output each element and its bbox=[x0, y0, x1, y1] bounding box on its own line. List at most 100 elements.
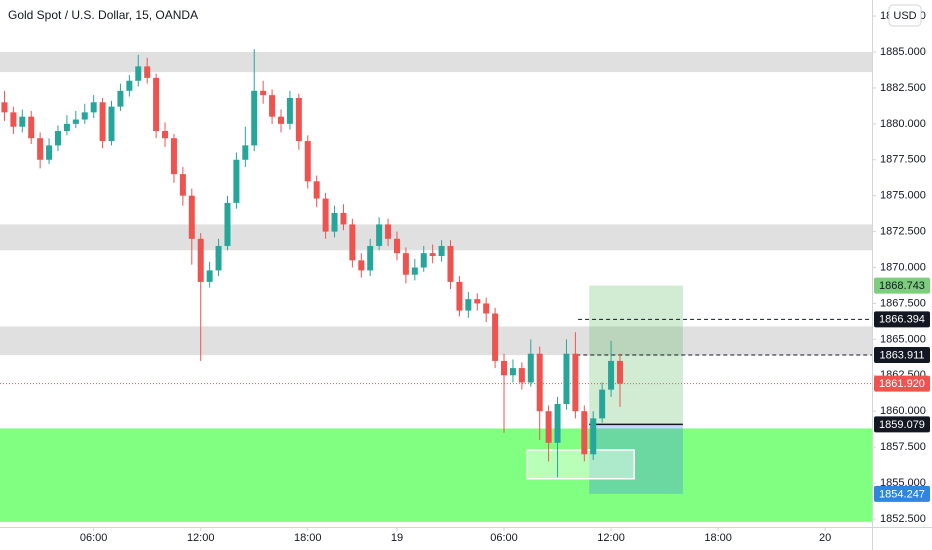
zone bbox=[0, 52, 872, 73]
candle-body bbox=[188, 195, 195, 239]
y-tick-label: 1867.500 bbox=[880, 297, 926, 309]
y-tick-label: 1857.500 bbox=[880, 441, 926, 453]
candle-body bbox=[46, 145, 53, 160]
candle-body bbox=[72, 119, 79, 124]
candle-body bbox=[465, 299, 472, 311]
y-tick-label: 1860.000 bbox=[880, 405, 926, 417]
candle-body bbox=[251, 90, 258, 146]
candle-body bbox=[376, 224, 383, 246]
price-label-box bbox=[874, 347, 930, 364]
candle-body bbox=[153, 77, 160, 132]
candle-body bbox=[536, 353, 543, 412]
y-tick-label: 1865.000 bbox=[880, 333, 926, 345]
x-tick-label: 06:00 bbox=[80, 532, 108, 544]
plot-area bbox=[0, 49, 872, 522]
candle-body bbox=[447, 245, 454, 282]
candle-body bbox=[385, 224, 392, 239]
price-label: 1863.911 bbox=[879, 349, 924, 361]
candle-body bbox=[474, 299, 481, 304]
candle-body bbox=[170, 138, 177, 175]
x-tick-label: 12:00 bbox=[597, 532, 625, 544]
candle-body bbox=[278, 116, 285, 124]
candle-body bbox=[117, 90, 124, 107]
candle-body bbox=[563, 353, 570, 405]
candle-body bbox=[358, 260, 365, 271]
candle-body bbox=[10, 112, 17, 127]
candle-body bbox=[224, 202, 231, 246]
y-tick-label: 1872.500 bbox=[880, 226, 926, 238]
candle-body bbox=[456, 281, 463, 311]
candle-body bbox=[295, 97, 302, 142]
candle-body bbox=[206, 270, 213, 282]
candle-body bbox=[393, 238, 400, 254]
candle-body bbox=[286, 97, 293, 124]
zone bbox=[0, 428, 872, 522]
candle-body bbox=[63, 123, 70, 132]
zone bbox=[0, 224, 872, 251]
marker-box bbox=[526, 449, 636, 480]
candle-body bbox=[54, 131, 61, 146]
x-tick-label: 12:00 bbox=[187, 532, 215, 544]
y-tick-label: 1870.000 bbox=[880, 261, 926, 273]
candle-body bbox=[81, 112, 88, 120]
candle-body bbox=[367, 245, 374, 271]
candle-body bbox=[438, 245, 445, 257]
candle-body bbox=[608, 360, 615, 390]
candle-body bbox=[242, 145, 249, 160]
candle-body bbox=[411, 267, 418, 275]
x-tick-label: 18:00 bbox=[704, 532, 732, 544]
price-label-box bbox=[874, 375, 930, 392]
price-label: 1866.394 bbox=[879, 314, 925, 326]
candle-body bbox=[554, 404, 561, 443]
x-tick-label: 20 bbox=[819, 532, 831, 544]
candle-body bbox=[162, 131, 169, 139]
chart-title: Gold Spot / U.S. Dollar, 15, OANDA bbox=[8, 8, 198, 22]
candle-body bbox=[197, 238, 204, 282]
candle-body bbox=[215, 245, 222, 271]
candle-body bbox=[322, 198, 329, 232]
candle-body bbox=[599, 389, 606, 419]
candle-body bbox=[509, 368, 516, 376]
candle-body bbox=[37, 138, 44, 160]
y-tick-label: 1885.000 bbox=[880, 46, 926, 58]
candle-body bbox=[331, 212, 338, 232]
price-label: 1868.743 bbox=[879, 280, 925, 292]
candle-body bbox=[144, 66, 151, 78]
y-tick-label: 1880.000 bbox=[880, 118, 926, 130]
candle-body bbox=[304, 141, 311, 182]
candle-body bbox=[179, 174, 186, 196]
y-tick-label: 1875.000 bbox=[880, 190, 926, 202]
currency-label[interactable]: USD bbox=[893, 10, 916, 22]
candle-body bbox=[135, 66, 142, 81]
x-tick-label: 18:00 bbox=[294, 532, 322, 544]
candle-body bbox=[429, 253, 436, 257]
y-tick-label: 1852.500 bbox=[880, 513, 926, 525]
candle-body bbox=[349, 224, 356, 261]
candle-body bbox=[572, 353, 579, 412]
price-label: 1861.920 bbox=[879, 378, 925, 390]
y-tick-label: 1882.500 bbox=[880, 82, 926, 94]
candle-body bbox=[527, 353, 534, 383]
candle-body bbox=[90, 102, 97, 113]
x-tick-label: 06:00 bbox=[490, 532, 518, 544]
candle-body bbox=[545, 411, 552, 443]
candle-body bbox=[590, 418, 597, 455]
candle-body bbox=[616, 360, 623, 384]
candle-body bbox=[1, 102, 8, 113]
zone bbox=[0, 326, 872, 356]
candle-body bbox=[126, 80, 133, 91]
candle-body bbox=[402, 253, 409, 275]
y-tick-label: 1877.500 bbox=[880, 154, 926, 166]
candle-body bbox=[28, 116, 35, 139]
price-label-box bbox=[874, 485, 930, 502]
candle-body bbox=[420, 253, 427, 268]
candle-body bbox=[340, 212, 347, 225]
candle-body bbox=[483, 303, 490, 314]
candle-body bbox=[518, 368, 525, 383]
price-label: 1854.247 bbox=[879, 488, 925, 500]
candle-body bbox=[492, 313, 499, 361]
currency-button[interactable] bbox=[888, 4, 922, 27]
x-tick-label: 19 bbox=[391, 532, 403, 544]
price-label-box bbox=[874, 311, 930, 328]
